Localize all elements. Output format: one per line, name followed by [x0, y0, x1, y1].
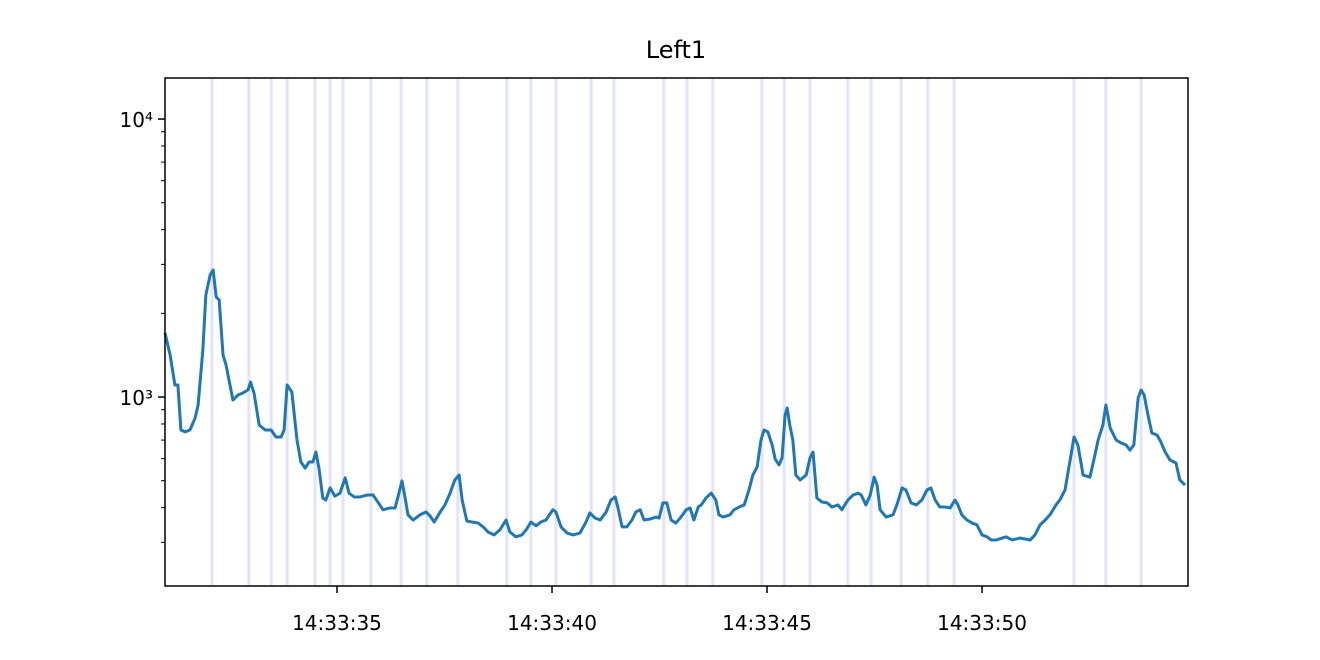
chart-title: Left1 — [646, 36, 706, 64]
x-tick-label: 14:33:50 — [937, 611, 1027, 635]
y-tick-label: 10³ — [120, 386, 153, 410]
axes-frame — [164, 77, 1189, 587]
x-tick-label: 14:33:40 — [507, 611, 597, 635]
y-tick-label: 10⁴ — [120, 108, 153, 132]
x-tick-label: 14:33:35 — [292, 611, 382, 635]
data-line — [163, 268, 1187, 542]
x-tick-label: 14:33:45 — [722, 611, 812, 635]
